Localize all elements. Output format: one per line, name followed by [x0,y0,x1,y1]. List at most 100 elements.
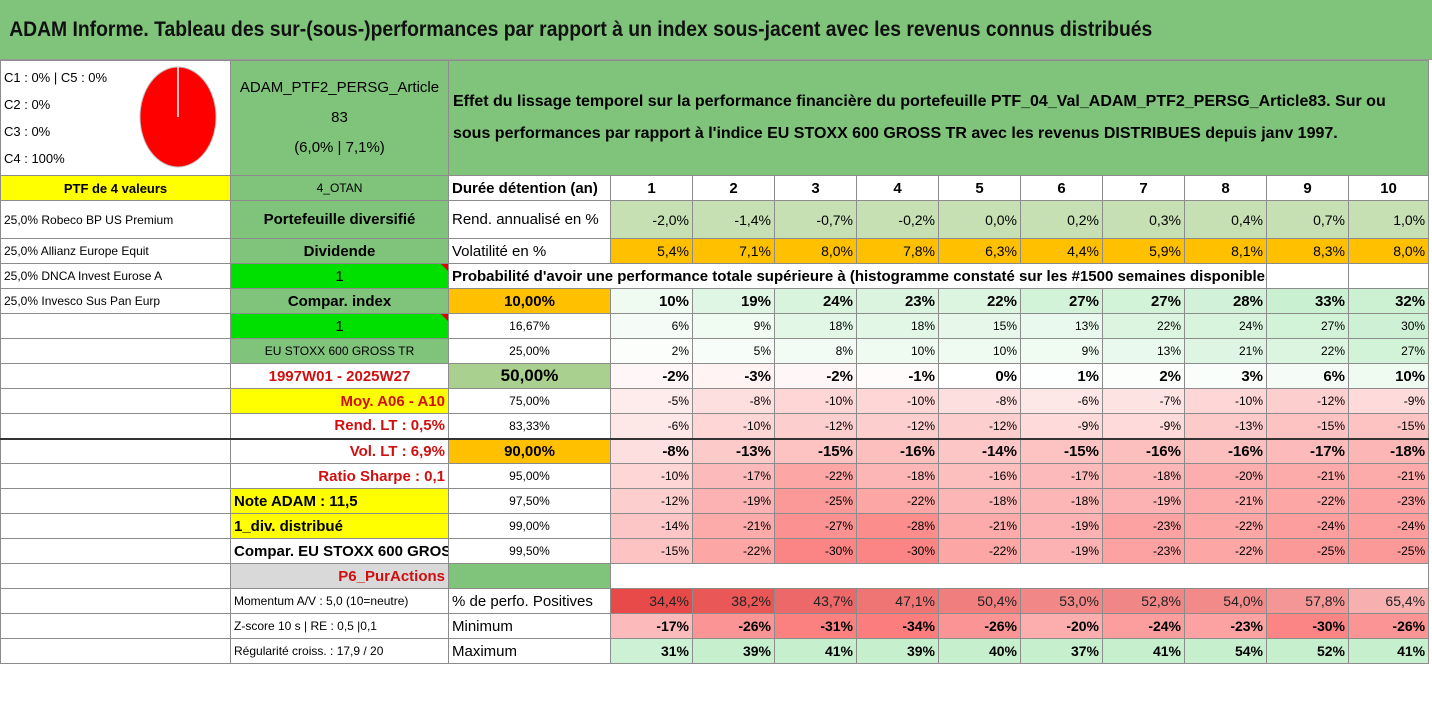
volatility-value: 8,1% [1184,238,1267,264]
holding-line: 25,0% Robeco BP US Premium [0,200,231,239]
maximum-value: 37% [1020,638,1103,664]
probability-value: 22% [1102,313,1185,339]
positive-perf-value: 50,4% [938,588,1021,614]
probability-value: -1% [856,363,939,389]
probability-value: -22% [856,488,939,514]
probability-value: 3% [1184,363,1267,389]
probability-value: -21% [938,513,1021,539]
comparison-label: Compar. EU STOXX 600 GROSS TR [230,538,449,564]
holding-line: 25,0% DNCA Invest Eurose A [0,263,231,289]
probability-value: 13% [1020,313,1103,339]
annualized-return-value: -1,4% [692,200,775,239]
allocation-pie-chart [139,66,217,168]
probability-value: -10% [774,388,857,414]
probability-value: -19% [1020,513,1103,539]
probability-value: -18% [938,488,1021,514]
class-line: C2 : 0% [4,97,51,112]
probability-value: -19% [1020,538,1103,564]
probability-value: -8% [610,437,693,464]
regularity-label: Régularité croiss. : 17,9 / 20 [230,638,449,664]
holding-duration-label: Durée détention (an) [448,175,611,201]
probability-value: 10% [1347,363,1430,389]
minimum-value: -26% [1347,613,1430,639]
probability-value: 6% [610,313,693,339]
empty-cell [0,588,231,614]
probability-value: -18% [1347,437,1430,464]
probability-value: -23% [1102,538,1185,564]
probability-value: -23% [1347,488,1430,514]
probability-value: 2% [1102,363,1185,389]
probability-value: -15% [610,538,693,564]
probability-value: 8% [774,338,857,364]
positive-perf-value: 54,0% [1184,588,1267,614]
performance-table: C1 : 0% | C5 : 0% C2 : 0% C3 : 0% C4 : 1… [0,60,1430,664]
portfolio-name-cell: ADAM_PTF2_PERSG_Article 83 (6,0% | 7,1%) [230,60,449,176]
probability-threshold: 99,50% [448,538,611,564]
probability-value: -15% [1347,413,1430,439]
dividend-label: Dividende [230,238,449,264]
zscore-label: Z-score 10 s | RE : 0,5 |0,1 [230,613,449,639]
volatility-value: 7,1% [692,238,775,264]
volatility-value: 8,0% [1347,238,1430,264]
probability-value: 19% [692,288,775,314]
empty-cell [0,538,231,564]
class-line: C1 : 0% | C5 : 0% [4,70,108,85]
probability-threshold: 75,00% [448,388,611,414]
empty-cell [0,463,231,489]
probability-value: -21% [692,513,775,539]
minimum-value: -26% [692,613,775,639]
year-header: 8 [1184,175,1267,201]
probability-value: -10% [856,388,939,414]
probability-value: 23% [856,288,939,314]
index-name: EU STOXX 600 GROSS TR [230,338,449,364]
minimum-value: -31% [774,613,857,639]
positive-perf-value: 34,4% [610,588,693,614]
minimum-value: -30% [1266,613,1349,639]
dividend-distributed: 1_div. distribué [230,513,449,539]
probability-value: -25% [1347,538,1430,564]
probability-value: 15% [938,313,1021,339]
probability-value: -12% [774,413,857,439]
probability-value: -19% [692,488,775,514]
probability-value: 21% [1184,338,1267,364]
probability-value: -22% [1266,488,1349,514]
probability-value: -10% [1184,388,1267,414]
annualized-return-value: 0,4% [1184,200,1267,239]
probability-threshold: 10,00% [448,288,611,314]
probability-value: -21% [1347,463,1430,489]
empty-cell [0,363,231,389]
probability-value: -13% [692,437,775,464]
probability-value: -2% [774,363,857,389]
probability-value: -13% [1184,413,1267,439]
probability-value: -18% [856,463,939,489]
empty-cell [0,488,231,514]
empty-cell [0,437,231,464]
probability-value: -3% [692,363,775,389]
probability-threshold: 95,00% [448,463,611,489]
portfolio-stats: (6,0% | 7,1%) [294,139,385,156]
probability-value: 22% [938,288,1021,314]
annualized-return-value: 1,0% [1347,200,1430,239]
probability-value: 10% [856,338,939,364]
long-term-volatility: Vol. LT : 6,9% [230,437,449,464]
probability-value: 27% [1347,338,1430,364]
probability-value: 24% [774,288,857,314]
empty-cell [0,388,231,414]
empty-cell [1266,263,1349,289]
empty-cell [0,338,231,364]
positive-perf-value: 52,8% [1102,588,1185,614]
annualized-return-value: -2,0% [610,200,693,239]
probability-value: -14% [938,437,1021,464]
annualized-return-value: 0,2% [1020,200,1103,239]
probability-value: -17% [1020,463,1103,489]
minimum-value: -20% [1020,613,1103,639]
minimum-value: -34% [856,613,939,639]
probability-value: -16% [938,463,1021,489]
probability-value: 27% [1020,288,1103,314]
minimum-value: -26% [938,613,1021,639]
minimum-value: -24% [1102,613,1185,639]
probability-value: -23% [1102,513,1185,539]
probability-value: -12% [938,413,1021,439]
year-header: 6 [1020,175,1103,201]
selector-value: 1 [230,313,449,339]
